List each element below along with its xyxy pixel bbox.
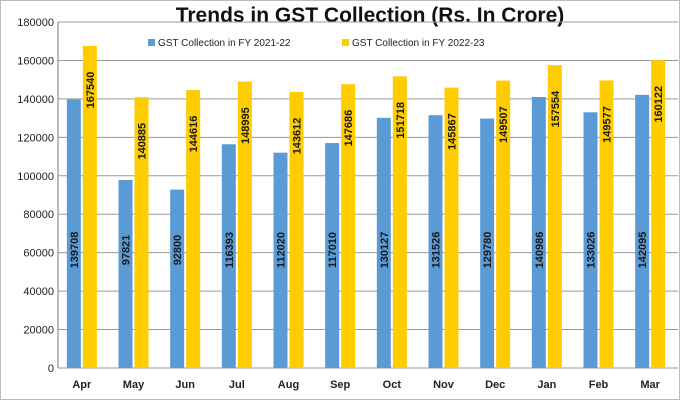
y-tick-label: 60000 (23, 248, 54, 260)
bar-may-series-2 (134, 97, 149, 369)
bar-oct-series-1 (376, 117, 391, 368)
x-tick-label: Jan (537, 379, 556, 391)
data-label: 116393 (224, 232, 236, 268)
bar-jul-series-2 (237, 81, 252, 368)
bar-aug-series-2 (289, 91, 304, 368)
bar-may-series-1 (118, 179, 133, 368)
x-tick-label: Jun (175, 379, 195, 391)
y-tick-label: 140000 (17, 94, 54, 106)
bar-jan-series-2 (547, 65, 562, 368)
x-tick-label: Oct (383, 379, 402, 391)
x-tick-label: Mar (640, 379, 660, 391)
y-tick-label: 20000 (23, 325, 54, 337)
data-label: 133026 (586, 232, 598, 269)
data-label: 139708 (69, 232, 81, 269)
legend-label: GST Collection in FY 2022-23 (352, 38, 485, 49)
y-tick-label: 80000 (23, 209, 54, 221)
bar-jan-series-1 (531, 96, 546, 368)
x-tick-label: Apr (72, 379, 92, 391)
y-tick-label: 40000 (23, 286, 54, 298)
x-tick-label: Feb (589, 379, 609, 391)
data-label: 160122 (653, 86, 665, 123)
x-axis: Apr May Jun Jul Aug Sep Oct Nov Dec Jan Feb Mar (72, 379, 660, 391)
bar-nov-series-2 (444, 87, 459, 369)
x-tick-label: Sep (330, 379, 350, 391)
bar-sep-series-2 (341, 84, 356, 368)
data-label: 92800 (172, 235, 184, 266)
data-label: 149507 (498, 106, 510, 143)
bar-mar-series-1 (635, 94, 650, 369)
x-tick-label: May (123, 379, 145, 391)
bar-apr-series-1 (66, 99, 81, 368)
data-label: 142095 (637, 232, 649, 269)
bar-feb-series-1 (583, 112, 598, 368)
data-label: 157554 (550, 90, 562, 128)
data-label: 143612 (292, 118, 304, 155)
data-label: 149577 (602, 106, 614, 143)
x-tick-label: Nov (433, 379, 455, 391)
legend: GST Collection in FY 2021-22 GST Collecti… (148, 38, 485, 49)
data-label: 147686 (343, 110, 355, 147)
data-label: 129780 (482, 232, 494, 269)
data-label: 117010 (327, 232, 339, 268)
data-label: 97821 (121, 235, 133, 266)
bar-aug-series-1 (273, 152, 288, 368)
y-axis: 0 20000 40000 60000 80000 100000 120000 140000 1… (17, 17, 59, 375)
data-label: 140986 (534, 232, 546, 269)
bar-nov-series-1 (428, 115, 443, 369)
bar-apr-series-2 (82, 45, 97, 368)
y-tick-label: 160000 (17, 55, 54, 67)
legend-swatch (342, 39, 349, 46)
bar-jun-series-2 (186, 90, 201, 369)
bar-oct-series-2 (392, 76, 407, 368)
legend-swatch (148, 39, 155, 46)
data-label: 140885 (137, 123, 149, 160)
bar-jun-series-1 (170, 189, 185, 368)
data-label: 144616 (188, 116, 200, 153)
data-label: 167540 (85, 72, 97, 109)
bar-feb-series-2 (599, 80, 614, 368)
x-tick-label: Aug (278, 379, 299, 391)
y-tick-label: 180000 (17, 17, 54, 29)
x-tick-label: Jul (229, 379, 245, 391)
data-label: 112020 (276, 232, 288, 268)
data-label: 130127 (379, 232, 391, 269)
y-tick-label: 0 (48, 363, 54, 375)
bar-sep-series-1 (325, 143, 340, 368)
data-label: 145867 (447, 113, 459, 150)
bars: 139708 167540 97821 140885 92800 144616 116393… (66, 45, 666, 369)
bar-dec-series-2 (496, 80, 511, 368)
gridlines (58, 21, 678, 369)
x-tick-label: Dec (485, 379, 505, 391)
data-label: 148995 (240, 107, 252, 144)
legend-label: GST Collection in FY 2021-22 (158, 38, 291, 49)
chart-title: Trends in GST Collection (Rs. In Crore) (176, 4, 565, 27)
data-label: 151718 (395, 102, 407, 139)
bar-mar-series-2 (651, 60, 666, 369)
bar-jul-series-1 (221, 144, 236, 368)
data-label: 131526 (431, 232, 443, 269)
y-tick-label: 120000 (17, 132, 54, 144)
bar-dec-series-1 (480, 118, 495, 368)
y-tick-label: 100000 (17, 171, 54, 183)
